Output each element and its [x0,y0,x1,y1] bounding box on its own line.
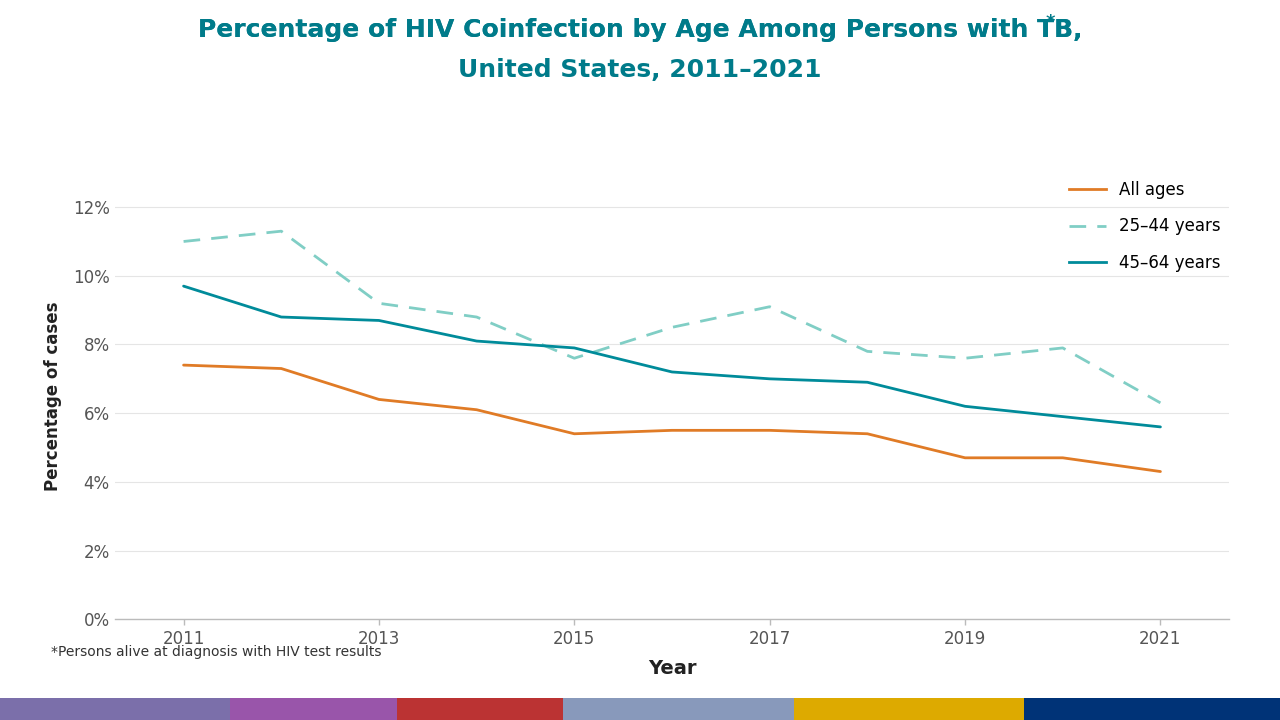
Legend: All ages, 25–44 years, 45–64 years: All ages, 25–44 years, 45–64 years [1069,181,1220,271]
45–64 years [371,316,387,325]
45–64 years [957,402,973,410]
Y-axis label: Percentage of cases: Percentage of cases [44,301,61,491]
25–44 years [274,227,289,235]
25–44 years [175,237,191,246]
Text: *Persons alive at diagnosis with HIV test results: *Persons alive at diagnosis with HIV tes… [51,645,381,659]
25–44 years [957,354,973,363]
45–64 years [1153,423,1169,431]
Text: *: * [1046,13,1055,31]
All ages [468,405,484,414]
Line: 25–44 years: 25–44 years [183,231,1161,403]
25–44 years [860,347,876,356]
25–44 years [567,354,582,363]
Line: All ages: All ages [183,365,1161,472]
Text: United States, 2011–2021: United States, 2011–2021 [458,58,822,81]
Line: 45–64 years: 45–64 years [183,286,1161,427]
25–44 years [371,299,387,307]
25–44 years [468,312,484,321]
All ages [762,426,777,435]
45–64 years [664,368,680,377]
25–44 years [664,323,680,332]
45–64 years [274,312,289,321]
45–64 years [1055,413,1070,421]
45–64 years [567,343,582,352]
X-axis label: Year: Year [648,660,696,678]
45–64 years [468,337,484,346]
Text: Percentage of HIV Coinfection by Age Among Persons with TB,: Percentage of HIV Coinfection by Age Amo… [197,18,1083,42]
All ages [860,429,876,438]
45–64 years [175,282,191,290]
25–44 years [762,302,777,311]
All ages [175,361,191,369]
All ages [1055,454,1070,462]
All ages [664,426,680,435]
All ages [957,454,973,462]
25–44 years [1055,343,1070,352]
All ages [567,429,582,438]
25–44 years [1153,399,1169,408]
45–64 years [860,378,876,387]
All ages [371,395,387,404]
All ages [274,364,289,373]
All ages [1153,467,1169,476]
45–64 years [762,374,777,383]
Text: Percentage of HIV Coinfection by Age Among Persons with TB,: Percentage of HIV Coinfection by Age Amo… [197,18,1083,42]
